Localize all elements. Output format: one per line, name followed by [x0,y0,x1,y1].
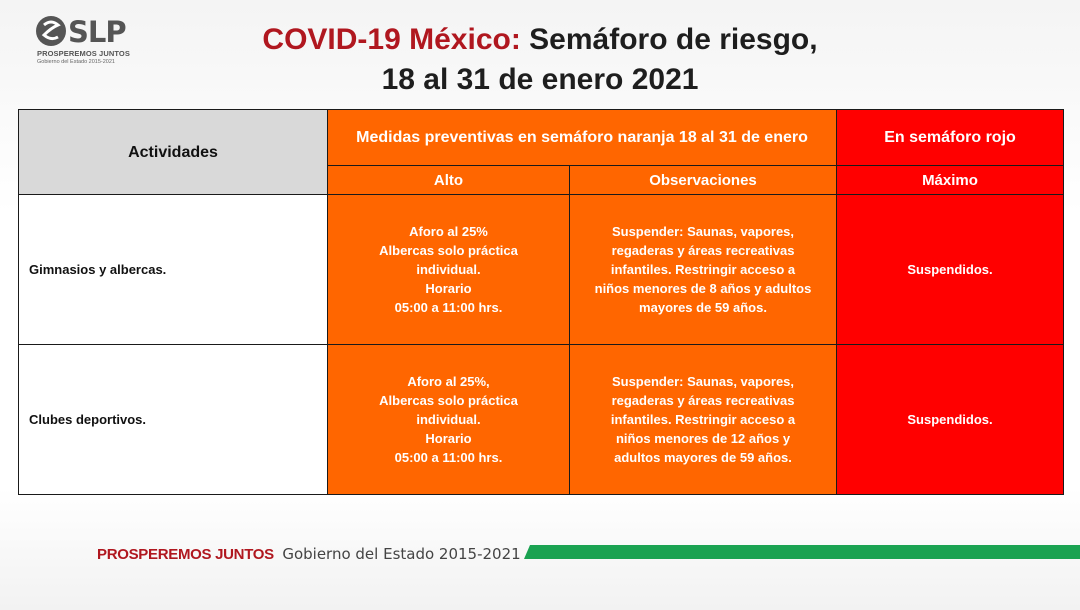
activity-cell: Gimnasios y albercas. [18,194,328,345]
alto-line: Albercas solo práctica [379,243,518,258]
alto-line: individual. [416,262,481,277]
obs-line: Suspender: Saunas, vapores, [611,224,795,239]
obs-line: regaderas y áreas recreativas [611,393,795,408]
logo-subtitle: PROSPEREMOS JUNTOS [37,49,130,58]
header-orange: Medidas preventivas en semáforo naranja … [327,109,837,166]
alto-line: 05:00 a 11:00 hrs. [394,450,503,465]
title-line-1: COVID-19 México: Semáforo de riesgo, [0,20,1080,60]
alto-line: Horario [425,281,472,296]
table-row: Gimnasios y albercas. Aforo al 25% Alber… [18,194,1064,345]
footer-prosperemos: PROSPEREMOS JUNTOS [97,546,274,563]
obs-line: infantiles. Restringir acceso a [610,412,796,427]
alto-line: individual. [416,412,481,427]
slp-emblem-icon [36,16,66,46]
obs-line: Suspender: Saunas, vapores, [611,374,795,389]
alto-line: 05:00 a 11:00 hrs. [394,300,503,315]
header-activities: Actividades [18,109,328,195]
page-title: COVID-19 México: Semáforo de riesgo, 18 … [0,20,1080,100]
maximo-cell: Suspendidos. [836,344,1064,495]
footer: PROSPEREMOS JUNTOS Gobierno del Estado 2… [97,545,521,565]
maximo-cell: Suspendidos. [836,194,1064,345]
logo-subsubtitle: Gobierno del Estado 2015-2021 [37,59,115,65]
alto-line: Albercas solo práctica [379,393,518,408]
observaciones-cell: Suspender: Saunas, vapores, regaderas y … [569,194,837,345]
slp-logo: SLP PROSPEREMOS JUNTOS Gobierno del Esta… [34,14,134,70]
title-red-part: COVID-19 México: [262,23,521,56]
obs-line: niños menores de 12 años y [615,431,791,446]
header-red: En semáforo rojo [836,109,1064,166]
obs-line: infantiles. Restringir acceso a [610,262,796,277]
subheader-maximo: Máximo [836,165,1064,195]
alto-line: Horario [425,431,472,446]
observaciones-cell: Suspender: Saunas, vapores, regaderas y … [569,344,837,495]
subheader-alto: Alto [327,165,570,195]
alto-cell: Aforo al 25%, Albercas solo práctica ind… [327,344,570,495]
alto-line: Aforo al 25% [409,224,488,239]
footer-green-bar [524,545,1080,559]
obs-line: adultos mayores de 59 años. [614,450,792,465]
logo-text: SLP [68,15,127,49]
activity-cell: Clubes deportivos. [18,344,328,495]
obs-line: regaderas y áreas recreativas [611,243,795,258]
table-row: Clubes deportivos. Aforo al 25%, Alberca… [18,344,1064,495]
title-dark-part: Semáforo de riesgo, [520,23,818,56]
obs-line: niños menores de 8 años y adultos [594,281,812,296]
title-line-2: 18 al 31 de enero 2021 [381,63,699,96]
semaforo-table: Actividades Medidas preventivas en semáf… [18,109,1064,495]
subheader-observaciones: Observaciones [569,165,837,195]
alto-line: Aforo al 25%, [407,374,490,389]
alto-cell: Aforo al 25% Albercas solo práctica indi… [327,194,570,345]
footer-gobierno: Gobierno del Estado 2015-2021 [282,545,521,563]
obs-line: mayores de 59 años. [639,300,767,315]
